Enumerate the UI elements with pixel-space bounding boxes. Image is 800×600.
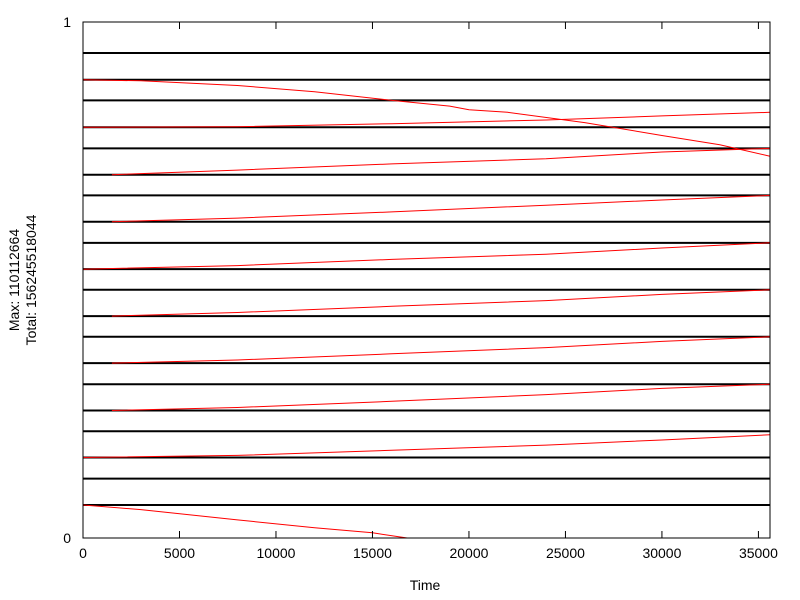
series-line-0: [82, 79, 771, 157]
x-tick-label-2: 10000: [257, 545, 296, 561]
y-axis-label-line-1: Max: 110112664: [6, 229, 22, 331]
ticks: 0 5000 10000 15000 20000 25000 30000 35000 0 1: [63, 14, 778, 561]
series-line-3: [111, 194, 771, 223]
x-tick-label-3: 15000: [353, 545, 392, 561]
series-line-2: [111, 147, 771, 176]
x-tick-label-6: 30000: [642, 545, 681, 561]
series-line-4: [82, 242, 771, 270]
series-line-1: [82, 111, 771, 128]
y-axis-label-line-2: Total: 156245518044: [23, 214, 39, 345]
plot-area: [82, 21, 771, 539]
series-line-6: [111, 336, 771, 364]
x-tick-label-1: 5000: [164, 545, 195, 561]
y-tick-label-1: 1: [63, 14, 71, 30]
x-tick-label-4: 20000: [449, 545, 488, 561]
series-line-9: [82, 504, 408, 539]
series-line-5: [111, 289, 771, 317]
series-line-8: [82, 434, 771, 458]
x-tick-label-7: 35000: [739, 545, 778, 561]
x-tick-label-0: 0: [79, 545, 87, 561]
y-tick-label-0: 0: [63, 530, 71, 546]
x-tick-label-5: 25000: [546, 545, 585, 561]
axis-frame: [82, 21, 771, 539]
x-axis-label: Time: [410, 577, 441, 593]
series-line-7: [111, 383, 771, 411]
